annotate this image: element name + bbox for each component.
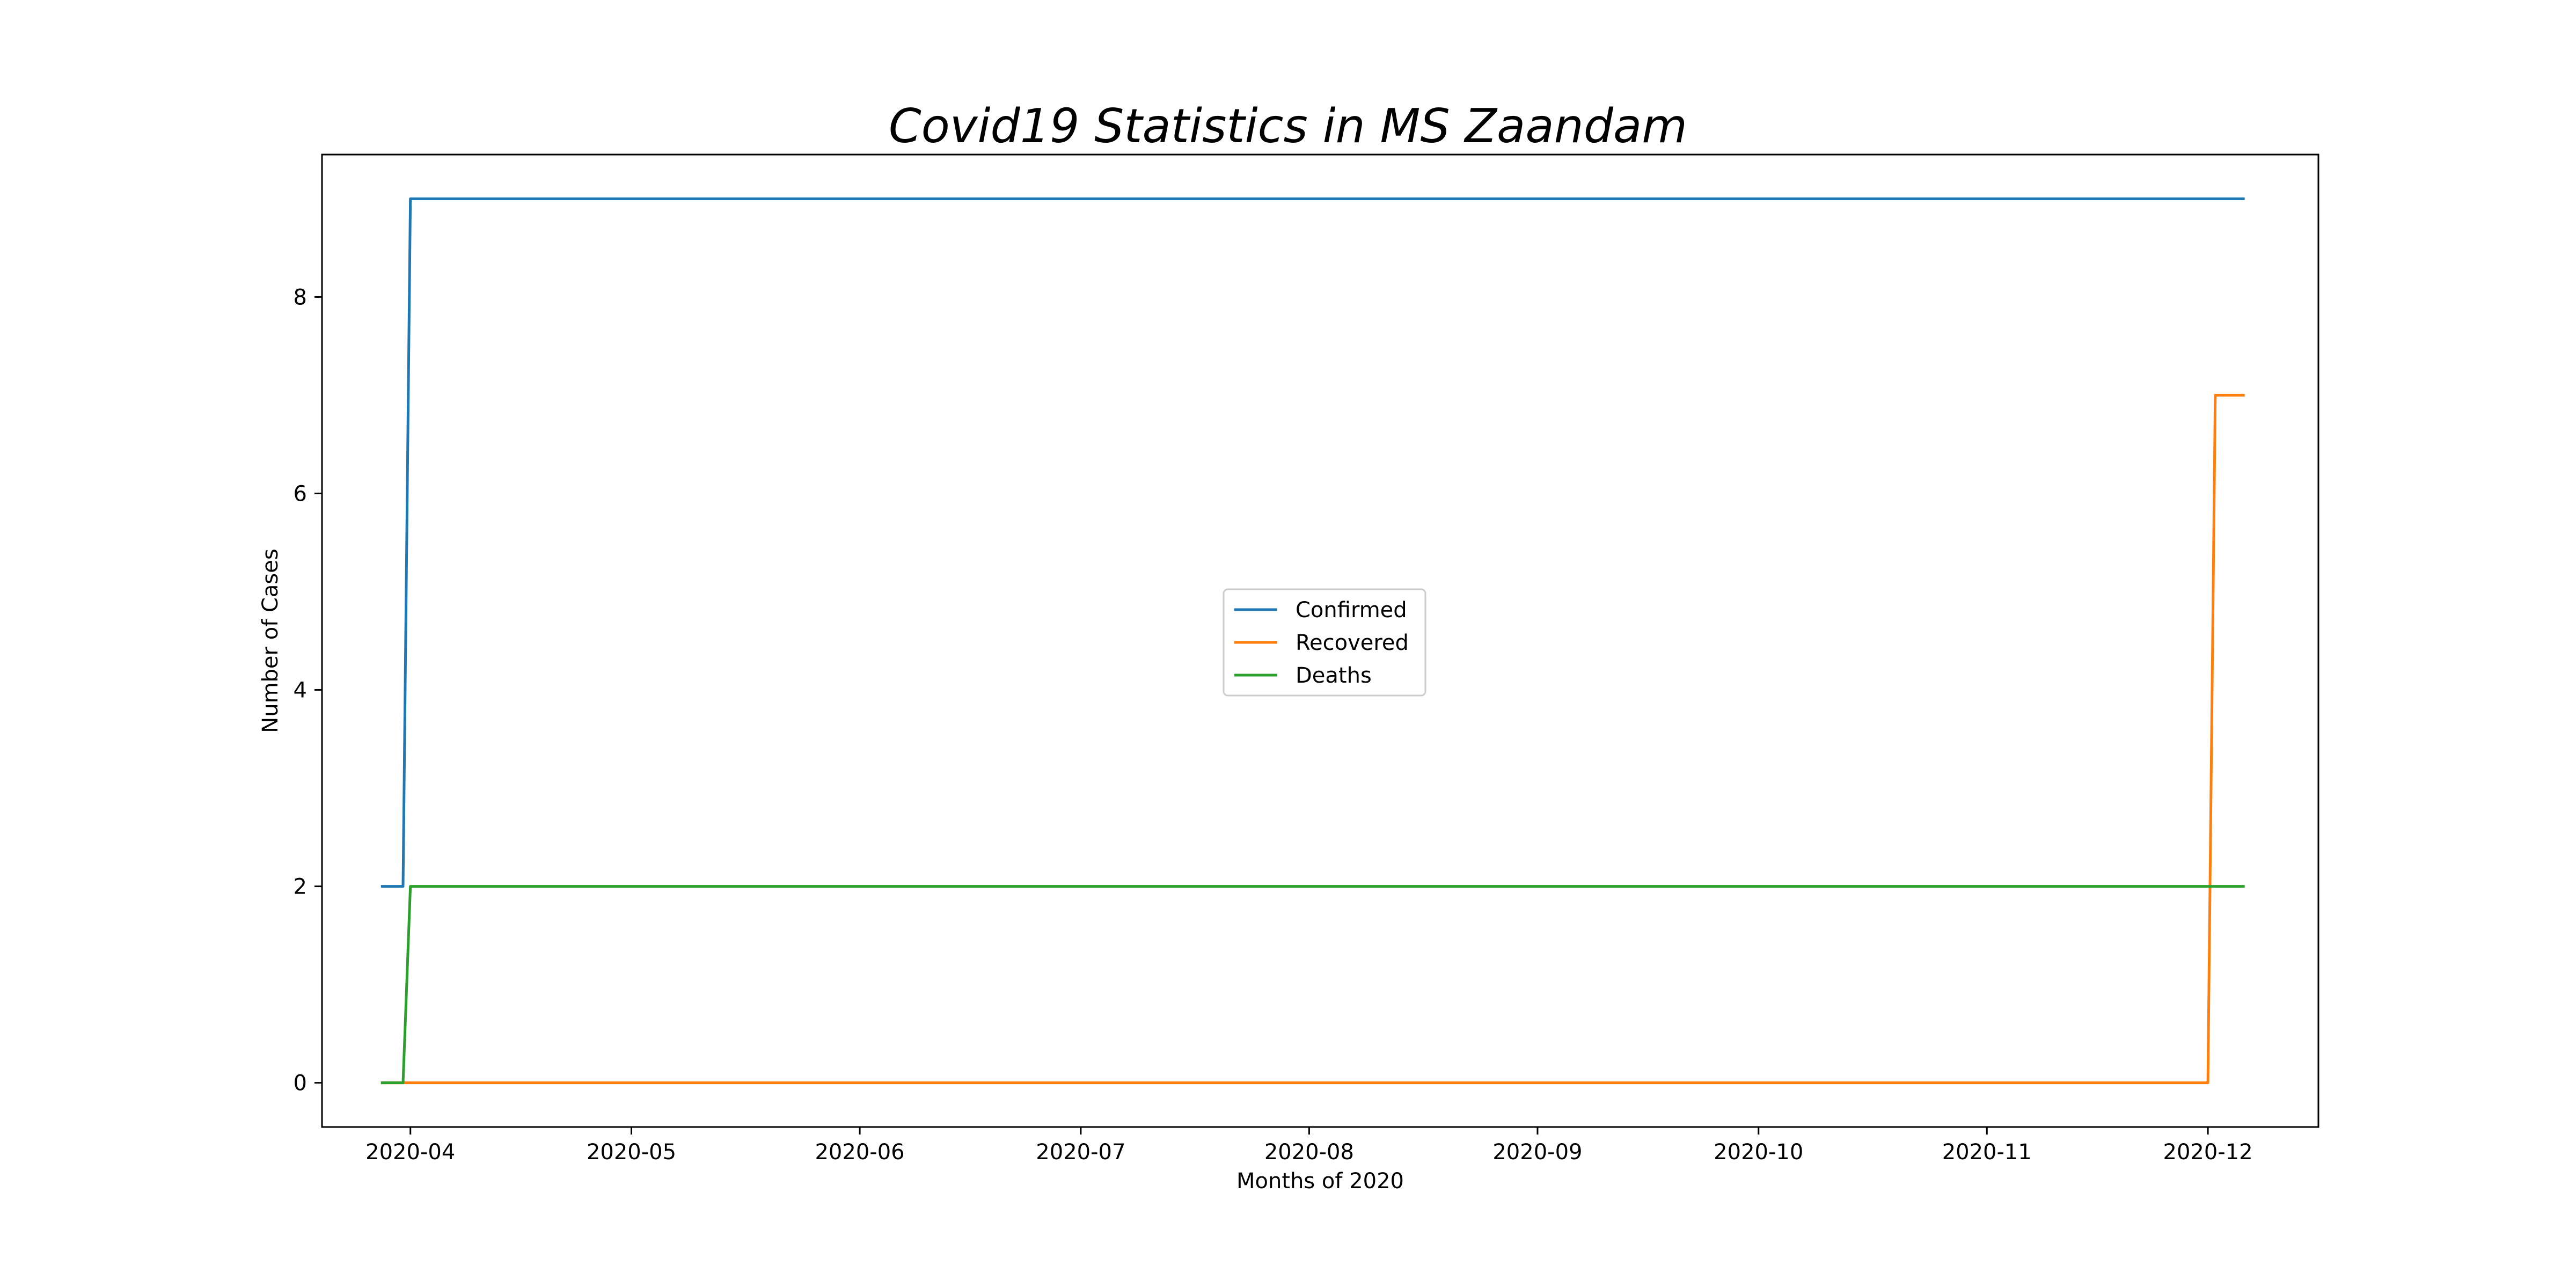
chart-title: Covid19 Statistics in MS Zaandam <box>889 99 1687 153</box>
legend-frame <box>1223 588 1426 697</box>
plot-frame <box>321 153 2319 1128</box>
legend-item-deaths: Deaths <box>1234 663 1372 688</box>
legend-item-confirmed: Confirmed <box>1234 598 1407 623</box>
y-tick-label: 0 <box>294 1071 307 1096</box>
legend: Confirmed Recovered Deaths <box>1223 588 1426 697</box>
y-tick-label: 8 <box>294 285 307 310</box>
y-axis: 0 2 4 6 8 <box>294 285 322 1096</box>
y-tick-label: 6 <box>294 481 307 506</box>
x-tick-label: 2020-09 <box>1492 1140 1582 1165</box>
legend-label: Recovered <box>1296 631 1409 655</box>
series-line-deaths <box>380 885 2245 1085</box>
x-tick-label: 2020-06 <box>815 1140 904 1165</box>
legend-item-recovered: Recovered <box>1234 631 1409 655</box>
x-axis-label: Months of 2020 <box>1236 1169 1404 1194</box>
x-tick-label: 2020-04 <box>365 1140 455 1165</box>
legend-label: Deaths <box>1296 663 1372 688</box>
x-tick-label: 2020-08 <box>1264 1140 1354 1165</box>
y-axis-label: Number of Cases <box>258 548 283 733</box>
y-tick-label: 2 <box>294 875 307 899</box>
x-axis: 2020-04 2020-05 2020-06 2020-07 2020-08 2020-… <box>365 1127 2253 1165</box>
y-tick-label: 4 <box>294 678 307 703</box>
x-tick-label: 2020-05 <box>587 1140 676 1165</box>
x-tick-label: 2020-12 <box>2163 1140 2253 1165</box>
legend-label: Confirmed <box>1296 598 1407 623</box>
x-tick-label: 2020-11 <box>1942 1140 2032 1165</box>
series-line-confirmed <box>380 197 2245 888</box>
series-layer <box>380 197 2245 1085</box>
x-tick-label: 2020-10 <box>1714 1140 1803 1165</box>
series-line-recovered <box>380 393 2245 1085</box>
x-tick-label: 2020-07 <box>1036 1140 1125 1165</box>
